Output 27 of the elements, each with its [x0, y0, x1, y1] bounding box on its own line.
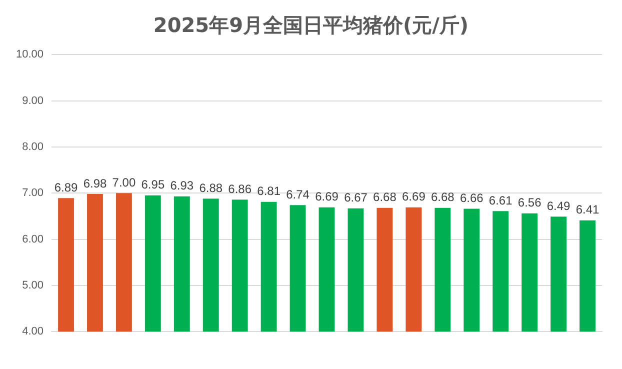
data-label: 6.86 [228, 182, 252, 196]
y-tick-label: 9.00 [22, 94, 44, 107]
data-label: 6.69 [315, 190, 339, 204]
data-label: 6.81 [257, 184, 281, 198]
data-label: 6.68 [430, 190, 455, 204]
data-label: 6.89 [54, 180, 78, 194]
data-label: 6.88 [199, 180, 223, 195]
y-tick-label: 10.00 [16, 48, 44, 61]
data-label: 6.74 [286, 187, 310, 202]
y-tick-label: 6.00 [22, 233, 44, 246]
data-label: 6.68 [373, 190, 397, 204]
y-tick-label: 5.00 [22, 279, 44, 292]
data-label: 6.93 [170, 178, 194, 193]
data-label: 7.00 [112, 175, 136, 190]
data-label: 6.66 [460, 191, 484, 206]
data-label: 6.69 [402, 190, 426, 204]
y-tick-label: 4.00 [22, 326, 44, 338]
y-tick-label: 8.00 [22, 140, 44, 153]
chart-title: 2025年9月全国日平均猪价(元/斤) [152, 12, 470, 39]
data-label: 6.67 [344, 190, 368, 205]
data-label: 6.98 [83, 176, 107, 190]
data-label: 6.41 [576, 202, 600, 217]
data-label: 6.95 [141, 178, 165, 192]
data-label: 6.61 [488, 193, 513, 208]
data-label: 6.49 [546, 198, 571, 213]
data-label: 6.56 [518, 196, 542, 210]
y-tick-label: 7.00 [22, 187, 44, 200]
